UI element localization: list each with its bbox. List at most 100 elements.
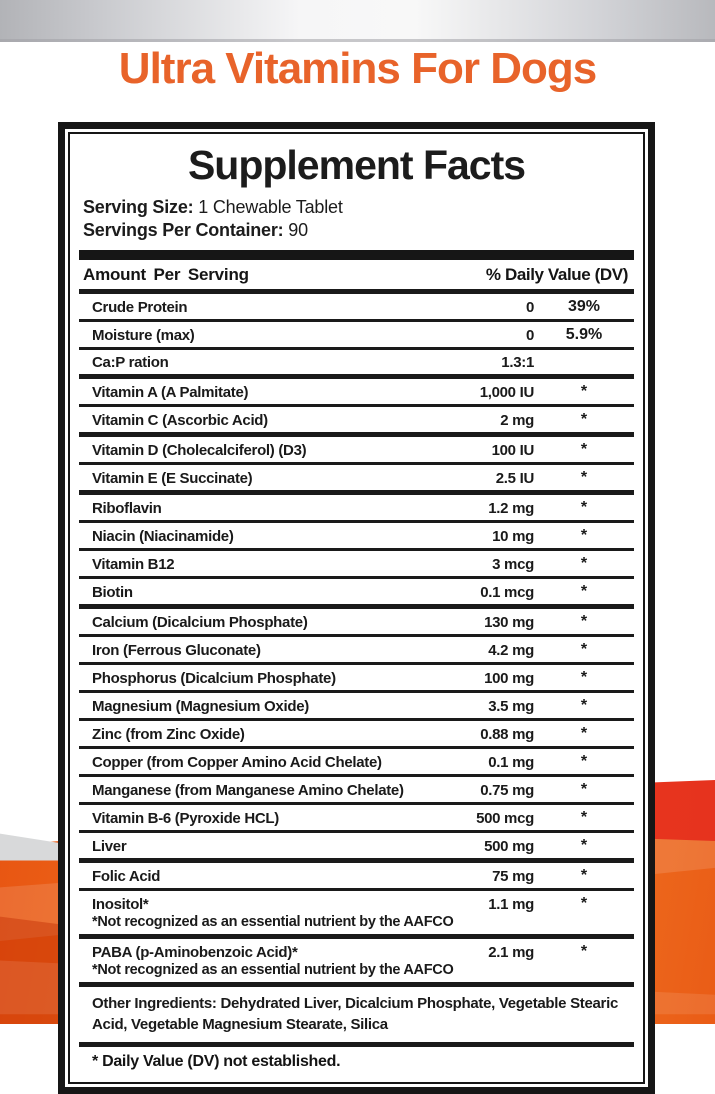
row-separator (79, 746, 634, 749)
nutrient-dv: * (580, 867, 588, 884)
nutrient-row: Ca:P ration 1.3:1 (79, 350, 634, 374)
nutrient-amount: 1.1 mg (488, 895, 534, 913)
nutrient-name: Crude Protein (92, 298, 188, 316)
row-separator (79, 347, 634, 350)
nutrient-dv: * (580, 527, 588, 544)
row-separator (79, 662, 634, 665)
nutrient-row: Vitamin A (A Palmitate) 1,000 IU * (79, 379, 634, 404)
nutrient-row: Vitamin B12 3 mcg * (79, 551, 634, 576)
nutrient-row: Folic Acid 75 mg * (79, 863, 634, 888)
serving-size-value: 1 Chewable Tablet (198, 197, 343, 217)
nutrient-name: Calcium (Dicalcium Phosphate) (92, 613, 308, 631)
nutrient-dv: * (580, 781, 588, 798)
nutrient-amount: 0.75 mg (480, 781, 534, 799)
nutrient-amount: 0 (525, 298, 534, 316)
row-separator (79, 462, 634, 465)
aafco-note: *Not recognized as an essential nutrient… (92, 962, 454, 978)
nutrient-name: Iron (Ferrous Gluconate) (92, 641, 261, 659)
nutrient-dv: * (580, 753, 588, 770)
nutrient-dv: * (580, 411, 588, 428)
nutrient-dv: * (580, 837, 588, 854)
nutrient-dv: * (580, 441, 588, 458)
supplement-facts-inner: Supplement Facts Serving Size: 1 Chewabl… (68, 132, 645, 1084)
nutrient-row: Crude Protein 0 39% (79, 294, 634, 319)
nutrient-name: Vitamin E (E Succinate) (92, 469, 253, 487)
nutrient-row: Iron (Ferrous Gluconate) 4.2 mg * (79, 637, 634, 662)
nutrient-amount: 1.3:1 (501, 354, 534, 371)
nutrient-amount: 130 mg (484, 613, 534, 631)
row-separator (79, 718, 634, 721)
nutrient-name: Biotin (92, 583, 133, 601)
nutrient-name: Inositol* (92, 895, 149, 913)
amount-per-serving-header: Amount Per Serving (83, 265, 249, 284)
servings-per-container-value: 90 (288, 220, 308, 240)
nutrient-dv: * (580, 697, 588, 714)
nutrient-row: Vitamin E (E Succinate) 2.5 IU * (79, 465, 634, 490)
servings-per-container-label: Servings Per Container: (83, 220, 284, 240)
top-silver-band (0, 0, 715, 42)
nutrient-name: PABA (p-Aminobenzoic Acid)* (92, 943, 298, 961)
table-header-row: Amount Per Serving % Daily Value (DV) (79, 260, 634, 289)
nutrient-dv: * (580, 469, 588, 486)
row-separator (79, 432, 634, 437)
row-separator (79, 982, 634, 987)
nutrient-name: Riboflavin (92, 499, 162, 517)
nutrient-dv: * (580, 613, 588, 630)
row-separator (79, 888, 634, 891)
nutrient-dv: * (580, 499, 588, 516)
row-separator (79, 404, 634, 407)
nutrient-row: Calcium (Dicalcium Phosphate) 130 mg * (79, 609, 634, 634)
row-separator (79, 319, 634, 322)
row-separator (79, 604, 634, 609)
nutrient-amount: 2.1 mg (488, 943, 534, 961)
header-underline (79, 289, 634, 294)
nutrient-row: Vitamin C (Ascorbic Acid) 2 mg * (79, 407, 634, 432)
row-separator (79, 690, 634, 693)
nutrient-dv: 39% (567, 298, 601, 315)
nutrient-name: Liver (92, 837, 127, 855)
nutrient-amount: 500 mcg (476, 809, 534, 827)
nutrient-name: Copper (from Copper Amino Acid Chelate) (92, 753, 382, 771)
nutrient-name: Zinc (from Zinc Oxide) (92, 725, 245, 743)
row-separator (79, 548, 634, 551)
nutrient-amount: 3 mcg (492, 555, 534, 573)
nutrient-name: Magnesium (Magnesium Oxide) (92, 697, 309, 715)
nutrient-row: Vitamin D (Cholecalciferol) (D3) 100 IU * (79, 437, 634, 462)
nutrient-name: Ca:P ration (92, 354, 169, 371)
nutrient-name: Vitamin C (Ascorbic Acid) (92, 411, 268, 429)
nutrient-amount: 3.5 mg (488, 697, 534, 715)
nutrient-dv: * (580, 669, 588, 686)
nutrient-amount: 100 IU (491, 441, 535, 459)
nutrient-amount: 0.88 mg (480, 725, 534, 743)
nutrient-amount: 1.2 mg (488, 499, 534, 517)
nutrient-dv: * (580, 809, 588, 826)
nutrient-row: Copper (from Copper Amino Acid Chelate) 0… (79, 749, 634, 774)
nutrient-amount: 500 mg (484, 837, 534, 855)
nutrient-dv: * (580, 895, 588, 912)
serving-size-line: Serving Size: 1 Chewable Tablet (79, 196, 634, 219)
supplement-facts-panel: Supplement Facts Serving Size: 1 Chewabl… (58, 122, 655, 1094)
nutrient-amount: 2.5 IU (495, 469, 535, 487)
row-separator (79, 490, 634, 495)
nutrient-row: Phosphorus (Dicalcium Phosphate) 100 mg * (79, 665, 634, 690)
row-separator (79, 934, 634, 939)
serving-size-label: Serving Size: (83, 197, 194, 217)
row-separator (79, 576, 634, 579)
nutrient-row: Magnesium (Magnesium Oxide) 3.5 mg * (79, 693, 634, 718)
nutrient-dv: * (580, 943, 588, 960)
row-separator (79, 858, 634, 863)
nutrient-amount: 100 mg (484, 669, 534, 687)
nutrient-name: Phosphorus (Dicalcium Phosphate) (92, 669, 336, 687)
nutrient-dv: * (580, 583, 588, 600)
nutrient-name: Manganese (from Manganese Amino Chelate) (92, 781, 404, 799)
nutrient-row: Biotin 0.1 mcg * (79, 579, 634, 604)
row-separator (79, 634, 634, 637)
nutrient-dv: * (580, 725, 588, 742)
supplement-facts-heading: Supplement Facts (187, 142, 526, 188)
nutrient-row: Liver 500 mg * (79, 833, 634, 858)
nutrient-dv: 5.9% (565, 326, 603, 343)
nutrient-row: Inositol* 1.1 mg * (79, 891, 634, 916)
nutrient-amount: 4.2 mg (488, 641, 534, 659)
dv-footnote: * Daily Value (DV) not established. (92, 1053, 341, 1070)
nutrient-dv: * (580, 555, 588, 572)
